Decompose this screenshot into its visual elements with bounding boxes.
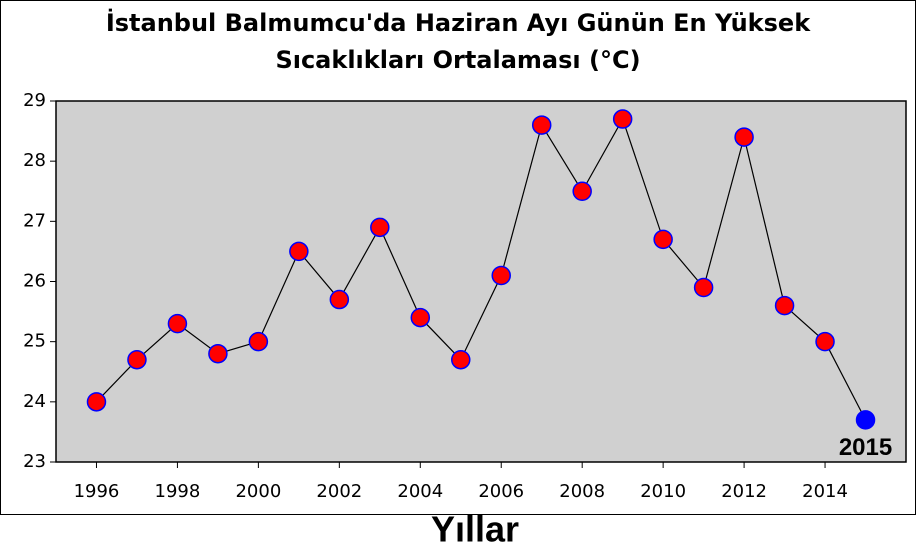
data-point	[693, 277, 714, 298]
data-point	[734, 127, 754, 147]
data-point	[370, 217, 390, 238]
x-tick-label: 2008	[559, 481, 605, 502]
data-point	[208, 343, 228, 364]
x-tick-label: 1996	[74, 481, 120, 502]
data-point	[86, 392, 107, 412]
data-point	[410, 307, 431, 328]
x-tick-label: 2000	[235, 481, 281, 502]
chart-title: İstanbul Balmumcu'da Haziran Ayı Günün E…	[106, 8, 811, 37]
data-point	[248, 331, 269, 352]
x-tick-label: 2004	[397, 481, 443, 502]
x-tick-label: 2014	[802, 481, 848, 502]
plot-area	[55, 100, 907, 463]
y-tick-label: 29	[23, 90, 46, 111]
y-tick-label: 26	[23, 271, 46, 292]
data-point	[572, 181, 592, 201]
x-tick-label: 2010	[640, 481, 686, 502]
x-tick-label: 2012	[721, 481, 767, 502]
x-axis-label: Yıllar	[431, 509, 519, 548]
annotation: 2015	[839, 434, 892, 461]
data-point	[531, 115, 552, 135]
data-point	[815, 331, 835, 352]
data-point	[451, 349, 471, 370]
data-point	[329, 289, 350, 310]
x-tick-label: 1998	[155, 481, 201, 502]
y-tick-label: 24	[23, 391, 46, 412]
data-point	[167, 313, 188, 334]
y-tick-label: 28	[23, 150, 46, 171]
chart-title: Sıcaklıkları Ortalaması (°C)	[275, 46, 640, 74]
y-tick-label: 27	[23, 210, 46, 231]
data-point	[855, 410, 876, 430]
data-point	[289, 241, 309, 262]
x-tick-label: 2002	[316, 481, 362, 502]
data-point	[491, 265, 511, 286]
data-point	[653, 229, 673, 250]
y-tick-label: 23	[23, 451, 46, 472]
data-point	[774, 295, 795, 316]
data-point	[127, 349, 147, 370]
x-tick-label: 2006	[478, 481, 524, 502]
y-tick-label: 25	[23, 331, 46, 352]
data-point	[612, 109, 633, 129]
